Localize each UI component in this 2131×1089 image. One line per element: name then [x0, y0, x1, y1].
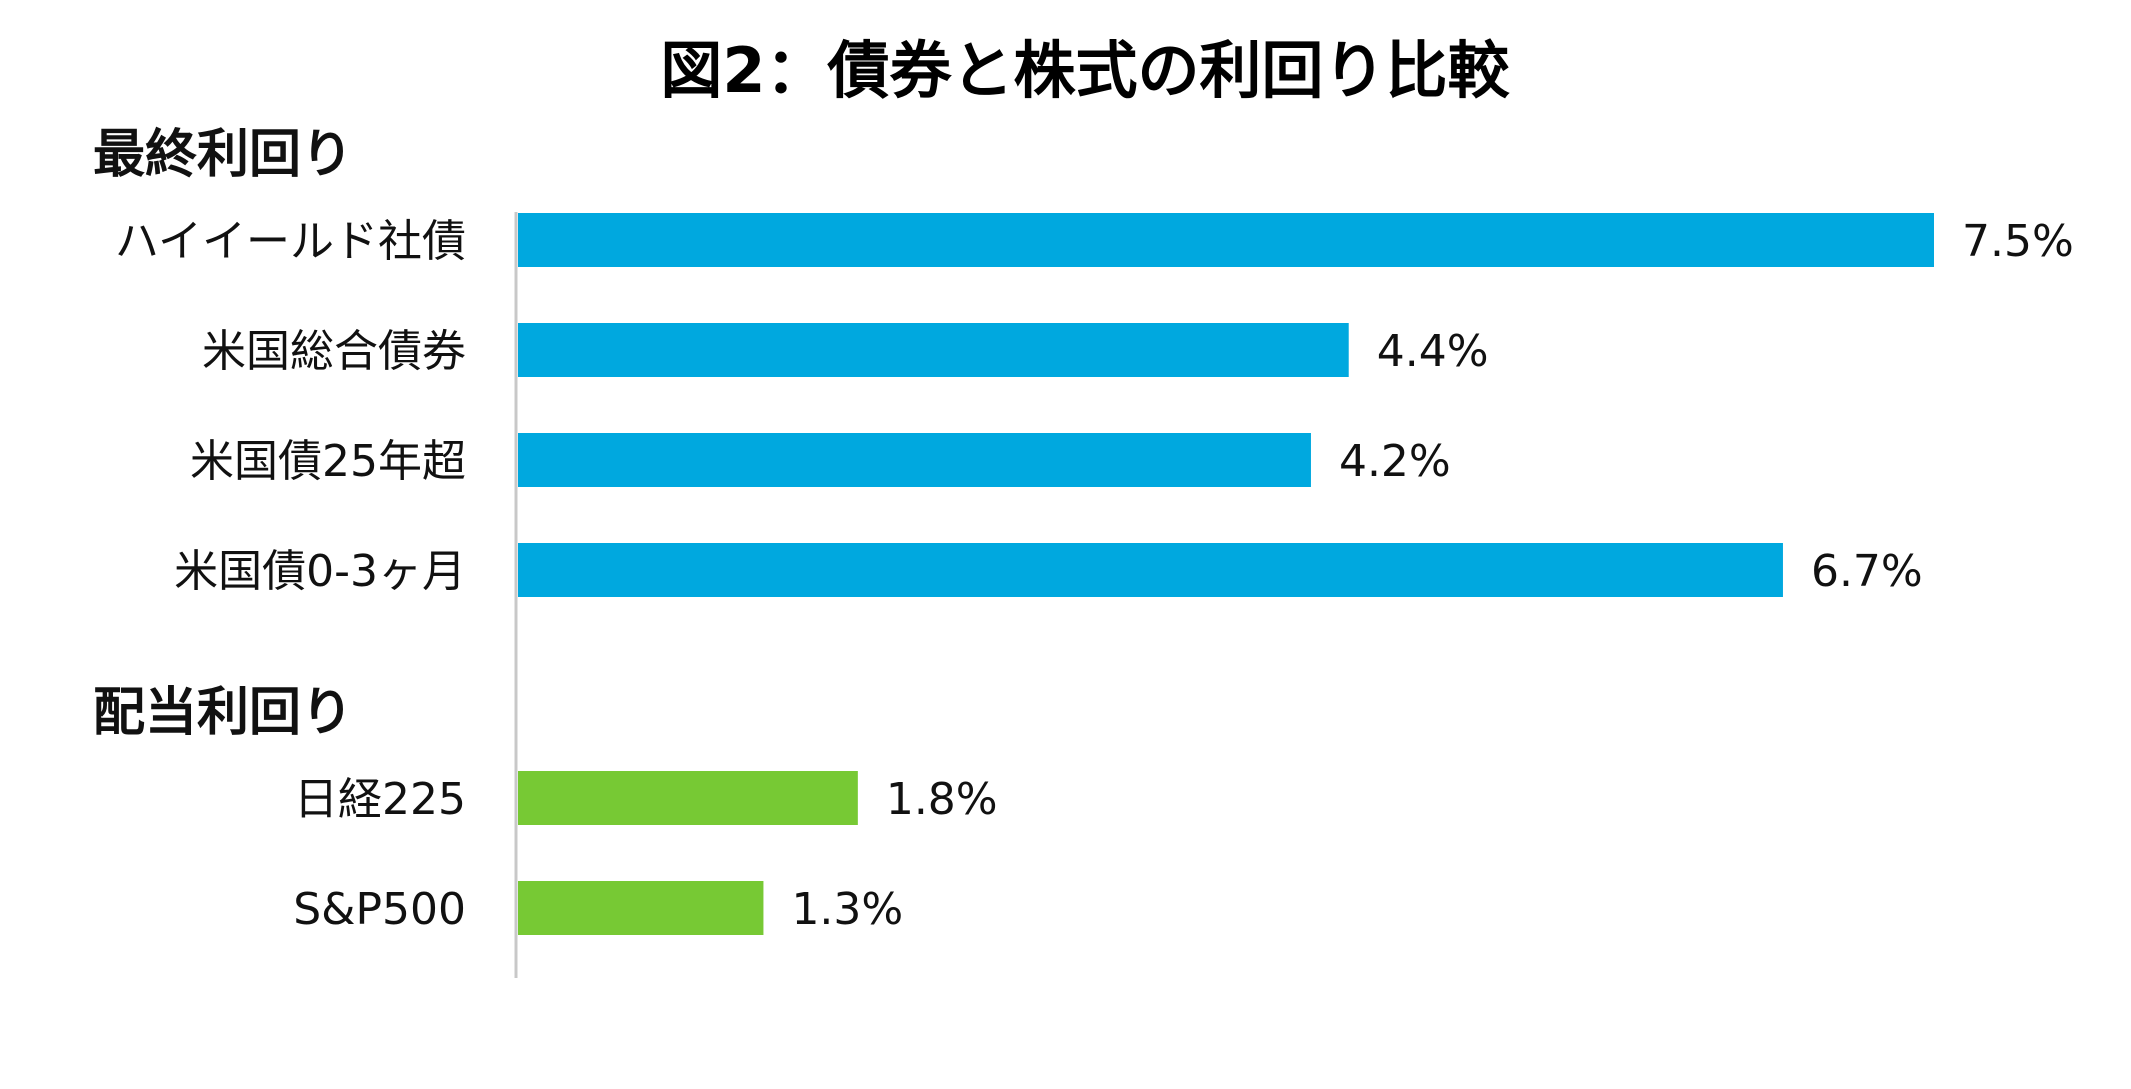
bar — [518, 771, 858, 825]
group-label: 配当利回り — [93, 683, 353, 743]
bar — [518, 543, 1783, 597]
data-label: 7.5% — [1962, 216, 2074, 267]
bar — [518, 213, 1934, 267]
category-label: 米国債25年超 — [190, 436, 466, 487]
bar — [518, 433, 1311, 487]
category-label: 日経225 — [294, 774, 466, 825]
bar — [518, 323, 1349, 377]
category-label: S&P500 — [293, 884, 466, 935]
chart-title: 図2：債券と株式の利回り比較 — [660, 34, 1510, 107]
bar — [518, 881, 764, 935]
category-label: ハイイールド社債 — [115, 216, 466, 267]
data-label: 6.7% — [1811, 546, 1923, 597]
group-label: 最終利回り — [93, 125, 353, 185]
data-label: 1.3% — [791, 884, 903, 935]
data-label: 4.4% — [1377, 326, 1489, 377]
data-label: 4.2% — [1339, 436, 1451, 487]
data-label: 1.8% — [886, 774, 998, 825]
category-label: 米国総合債券 — [202, 326, 466, 377]
category-label: 米国債0-3ヶ月 — [174, 546, 466, 597]
